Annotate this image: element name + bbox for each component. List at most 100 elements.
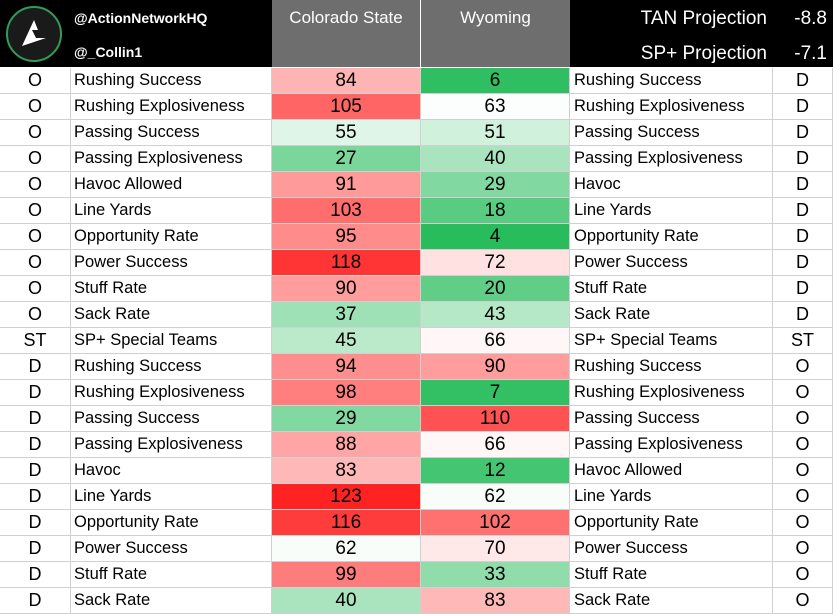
header-brand-block: @ActionNetworkHQ @_Collin1 [0, 0, 272, 67]
team1-value-cell: 27 [272, 146, 421, 172]
row-side-label: ST [0, 328, 71, 354]
row-side-label: D [0, 354, 71, 380]
row-opponent-stat-name: Passing Explosiveness [570, 146, 773, 172]
row-opponent-side-label: D [773, 146, 833, 172]
team1-header: Colorado State [272, 0, 420, 67]
tan-projection-label: TAN Projection [640, 8, 767, 29]
row-side-label: D [0, 510, 71, 536]
row-opponent-stat-name: Stuff Rate [570, 562, 773, 588]
row-side-label: O [0, 276, 71, 302]
row-side-label: O [0, 146, 71, 172]
action-network-logo-icon [6, 6, 62, 62]
row-stat-name: Rushing Explosiveness [71, 94, 272, 120]
row-stat-name: Rushing Success [71, 354, 272, 380]
team2-value-cell: 83 [421, 588, 570, 614]
team1-value-cell: 37 [272, 302, 421, 328]
row-opponent-stat-name: Passing Success [570, 120, 773, 146]
row-side-label: D [0, 406, 71, 432]
row-opponent-stat-name: Sack Rate [570, 588, 773, 614]
table-row: O Passing Success 55 51 Passing Success D [0, 120, 833, 146]
table-row: ST SP+ Special Teams 45 66 SP+ Special Teams… [0, 328, 833, 354]
table-row: D Rushing Success 94 90 Rushing Success O [0, 354, 833, 380]
team2-value-cell: 7 [421, 380, 570, 406]
row-stat-name: Power Success [71, 536, 272, 562]
row-opponent-stat-name: Opportunity Rate [570, 224, 773, 250]
row-opponent-side-label: O [773, 432, 833, 458]
team2-value-cell: 72 [421, 250, 570, 276]
team1-value-cell: 118 [272, 250, 421, 276]
row-opponent-side-label: D [773, 68, 833, 94]
team1-value-cell: 90 [272, 276, 421, 302]
team2-value-cell: 66 [421, 432, 570, 458]
row-stat-name: Rushing Success [71, 68, 272, 94]
team1-value-cell: 88 [272, 432, 421, 458]
row-stat-name: Sack Rate [71, 588, 272, 614]
team2-value-cell: 29 [421, 172, 570, 198]
team1-value-cell: 98 [272, 380, 421, 406]
team2-header: Wyoming [421, 0, 570, 67]
row-stat-name: Stuff Rate [71, 276, 272, 302]
team2-value-cell: 4 [421, 224, 570, 250]
team1-value-cell: 62 [272, 536, 421, 562]
table-row: D Opportunity Rate 116 102 Opportunity Rate O [0, 510, 833, 536]
row-stat-name: Line Yards [71, 484, 272, 510]
row-opponent-stat-name: Power Success [570, 536, 773, 562]
row-opponent-side-label: O [773, 406, 833, 432]
table-row: D Havoc 83 12 Havoc Allowed O [0, 458, 833, 484]
sp-projection-value: -7.1 [794, 43, 827, 64]
row-opponent-side-label: O [773, 380, 833, 406]
row-opponent-side-label: D [773, 276, 833, 302]
team1-value-cell: 123 [272, 484, 421, 510]
row-side-label: D [0, 432, 71, 458]
row-side-label: D [0, 380, 71, 406]
team1-value-cell: 40 [272, 588, 421, 614]
table-row: O Havoc Allowed 91 29 Havoc D [0, 172, 833, 198]
table-row: D Power Success 62 70 Power Success O [0, 536, 833, 562]
row-side-label: O [0, 250, 71, 276]
row-opponent-stat-name: Sack Rate [570, 302, 773, 328]
team1-value-cell: 91 [272, 172, 421, 198]
row-opponent-stat-name: Passing Success [570, 406, 773, 432]
row-stat-name: Rushing Explosiveness [71, 380, 272, 406]
row-side-label: O [0, 224, 71, 250]
row-opponent-side-label: D [773, 172, 833, 198]
row-stat-name: Passing Explosiveness [71, 432, 272, 458]
table-row: O Rushing Explosiveness 105 63 Rushing Explo… [0, 94, 833, 120]
row-side-label: O [0, 198, 71, 224]
tan-projection-value: -8.8 [794, 8, 827, 29]
row-opponent-stat-name: Rushing Explosiveness [570, 380, 773, 406]
row-opponent-stat-name: Rushing Explosiveness [570, 94, 773, 120]
row-stat-name: SP+ Special Teams [71, 328, 272, 354]
team2-value-cell: 62 [421, 484, 570, 510]
row-side-label: O [0, 120, 71, 146]
row-stat-name: Havoc [71, 458, 272, 484]
table-row: O Rushing Success 84 6 Rushing Success D [0, 68, 833, 94]
team2-value-cell: 102 [421, 510, 570, 536]
row-side-label: D [0, 484, 71, 510]
row-side-label: D [0, 588, 71, 614]
team2-value-cell: 12 [421, 458, 570, 484]
team2-value-cell: 40 [421, 146, 570, 172]
row-opponent-stat-name: Passing Explosiveness [570, 432, 773, 458]
row-opponent-stat-name: Opportunity Rate [570, 510, 773, 536]
row-opponent-side-label: D [773, 302, 833, 328]
team2-value-cell: 66 [421, 328, 570, 354]
team1-value-cell: 94 [272, 354, 421, 380]
row-stat-name: Line Yards [71, 198, 272, 224]
row-side-label: O [0, 68, 71, 94]
row-opponent-stat-name: Line Yards [570, 198, 773, 224]
row-side-label: O [0, 302, 71, 328]
team2-value-cell: 110 [421, 406, 570, 432]
table-row: D Passing Success 29 110 Passing Success O [0, 406, 833, 432]
row-opponent-side-label: D [773, 94, 833, 120]
row-opponent-side-label: O [773, 484, 833, 510]
row-opponent-stat-name: Line Yards [570, 484, 773, 510]
row-opponent-stat-name: Rushing Success [570, 354, 773, 380]
row-side-label: D [0, 458, 71, 484]
row-opponent-stat-name: Power Success [570, 250, 773, 276]
team2-value-cell: 33 [421, 562, 570, 588]
table-row: O Opportunity Rate 95 4 Opportunity Rate D [0, 224, 833, 250]
row-opponent-stat-name: Havoc Allowed [570, 458, 773, 484]
team1-value-cell: 83 [272, 458, 421, 484]
